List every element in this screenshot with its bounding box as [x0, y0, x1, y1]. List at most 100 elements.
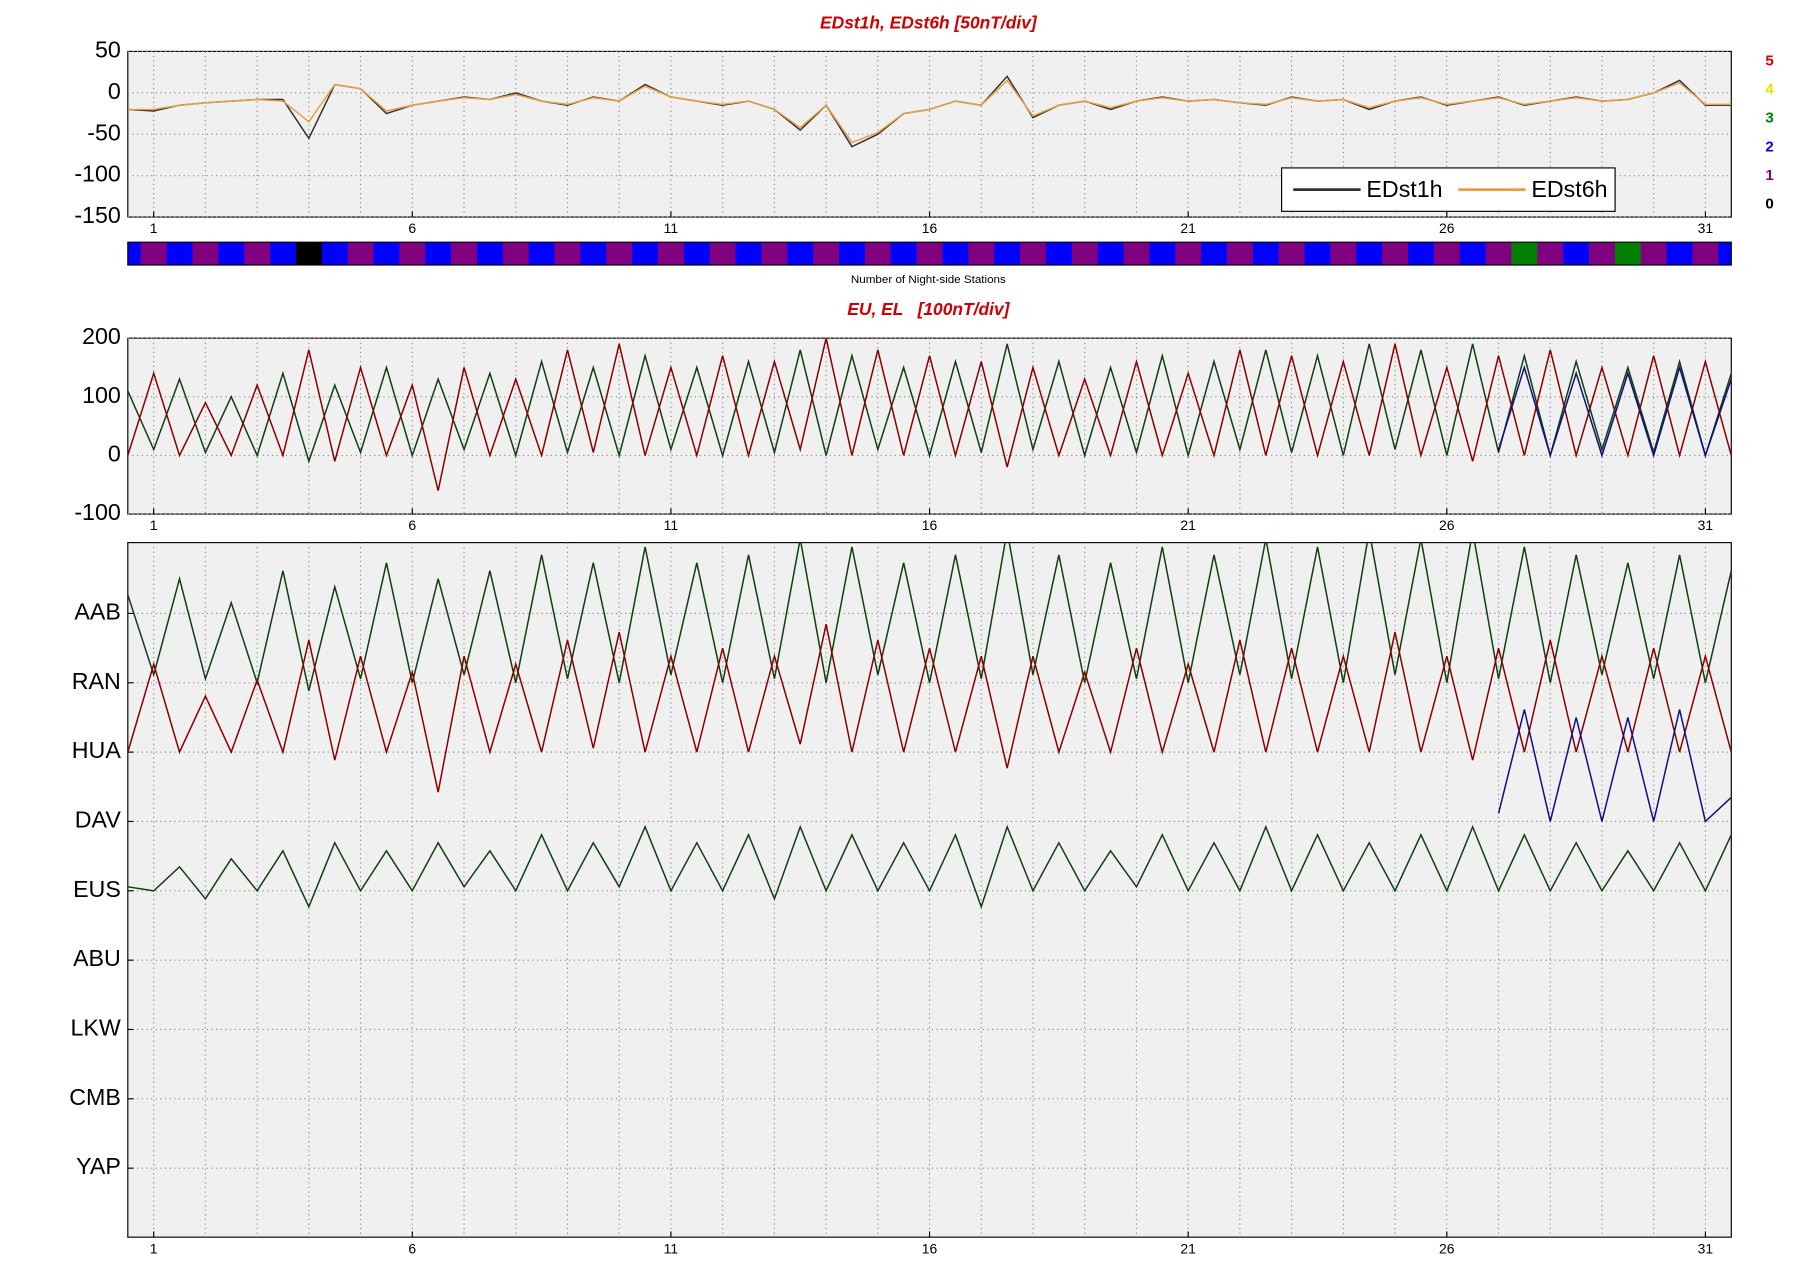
x-tick-label: 31 — [1698, 1240, 1714, 1256]
strip-cell — [270, 242, 297, 266]
strip-cell — [606, 242, 633, 266]
y-tick-label: -100 — [74, 499, 120, 525]
level-label: 5 — [1765, 53, 1773, 70]
x-tick-label: 31 — [1698, 220, 1714, 236]
x-tick-label: 6 — [408, 517, 416, 533]
strip-cell — [1589, 242, 1616, 266]
y-tick-label: 0 — [108, 78, 121, 104]
legend-label: EDst6h — [1531, 176, 1607, 202]
strip-cell — [218, 242, 245, 266]
x-tick-label: 16 — [922, 1240, 938, 1256]
strip-cell — [1459, 242, 1486, 266]
strip-cell — [1252, 242, 1280, 266]
strip-cell — [1433, 242, 1461, 266]
strip-cell — [657, 242, 685, 266]
strip-cell — [1226, 242, 1254, 266]
series-line — [1497, 364, 1732, 459]
strip-cell — [864, 242, 892, 266]
strip-cell — [942, 242, 969, 266]
strip-cell — [1563, 242, 1590, 266]
station-label: DAV — [75, 807, 122, 833]
x-tick-label: 26 — [1439, 517, 1455, 533]
strip-cell — [192, 242, 219, 266]
x-tick-label: 26 — [1439, 1240, 1455, 1256]
x-tick-label: 31 — [1698, 517, 1714, 533]
y-tick-label: -150 — [74, 202, 120, 228]
x-tick-label: 26 — [1439, 220, 1455, 236]
strip-cell — [1330, 242, 1357, 266]
plot-area — [127, 242, 1732, 266]
level-label: 3 — [1765, 110, 1773, 127]
level-label: 2 — [1765, 138, 1773, 155]
strip-cell — [761, 242, 788, 266]
strip-cell — [916, 242, 943, 266]
strip-cell — [683, 242, 711, 266]
x-tick-label: 1 — [150, 517, 158, 533]
strip-cell — [709, 242, 736, 266]
strip-cell — [502, 242, 530, 266]
strip-cell — [451, 242, 478, 266]
station-label: CMB — [69, 1084, 121, 1110]
station-label: AAB — [74, 599, 120, 625]
strip-cell — [1718, 242, 1732, 266]
strip-cell — [1640, 242, 1667, 266]
plot-area — [127, 75, 1732, 148]
strip-cell — [1666, 242, 1693, 266]
x-tick-label: 21 — [1180, 517, 1196, 533]
strip-cell — [994, 242, 1021, 266]
strip-cell — [127, 242, 142, 266]
series-line — [127, 343, 1732, 464]
plot-area — [127, 338, 1732, 491]
strip-cell — [813, 242, 840, 266]
station-trace — [127, 824, 1732, 910]
y-tick-label: 100 — [82, 382, 121, 408]
strip-cell — [1485, 242, 1512, 266]
strip-cell — [373, 242, 400, 266]
station-label: LKW — [70, 1015, 121, 1041]
chart-title: EDst1h, EDst6h [50nT/div] — [820, 13, 1038, 33]
x-tick-label: 11 — [664, 220, 678, 236]
strip-cell — [1175, 242, 1202, 266]
strip-cell — [1123, 242, 1150, 266]
series-line — [127, 79, 1732, 144]
strip-cell — [554, 242, 581, 266]
strip-cell — [580, 242, 607, 266]
strip-cell — [735, 242, 762, 266]
y-tick-label: 200 — [82, 323, 121, 349]
strip-cell — [1537, 242, 1564, 266]
strip-cell — [968, 242, 995, 266]
strip-cell — [632, 242, 659, 266]
strip-cell — [321, 242, 348, 266]
strip-cell — [1045, 242, 1073, 266]
strip-cell — [1020, 242, 1047, 266]
strip-cell — [1201, 242, 1228, 266]
strip-cell — [1071, 242, 1099, 266]
strip-cell — [476, 242, 504, 266]
x-tick-label: 16 — [922, 517, 938, 533]
y-tick-label: 50 — [95, 37, 121, 63]
x-tick-label: 6 — [408, 1240, 416, 1256]
level-label: 4 — [1765, 81, 1774, 98]
strip-cell — [166, 242, 193, 266]
strip-cell — [1356, 242, 1383, 266]
station-label: RAN — [72, 668, 121, 694]
strip-cell — [1692, 242, 1719, 266]
strip-cell — [1408, 242, 1435, 266]
strip-cell — [295, 242, 323, 266]
station-trace — [127, 624, 1732, 793]
series-line — [127, 338, 1732, 491]
strip-cell — [1278, 242, 1305, 266]
strip-label: Number of Night-side Stations — [851, 274, 1006, 286]
strip-cell — [140, 242, 167, 266]
level-label: 0 — [1765, 196, 1773, 213]
strip-cell — [1097, 242, 1124, 266]
x-tick-label: 1 — [150, 220, 158, 236]
y-tick-label: 0 — [108, 441, 121, 467]
strip-cell — [1511, 242, 1538, 266]
strip-cell — [1382, 242, 1409, 266]
strip-cell — [244, 242, 271, 266]
strip-cell — [528, 242, 555, 266]
x-tick-label: 6 — [408, 220, 416, 236]
strip-cell — [1614, 242, 1642, 266]
